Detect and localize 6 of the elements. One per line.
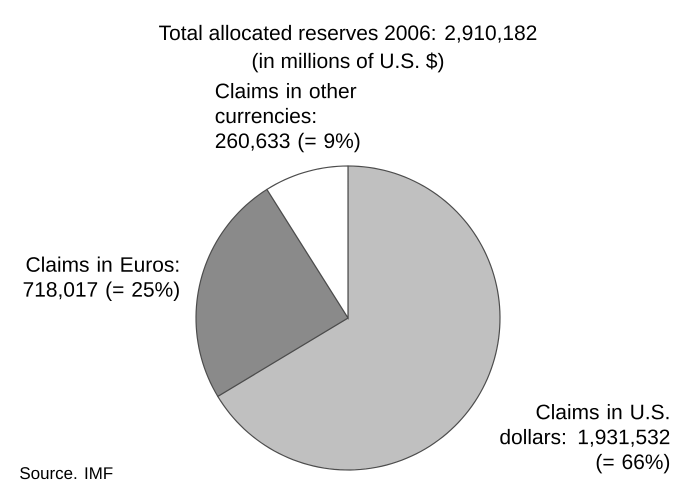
slice-label: Claims in other currencies: 260,633 (= 9%) — [216, 82, 360, 152]
slice-label: Claims in Euros: 718,017 (= 25%) — [24, 256, 179, 301]
source-note: Source. IMF — [20, 467, 112, 480]
slice-label: Claims in U.S. dollars: 1,931,532 (= 66%) — [500, 404, 670, 474]
chart-title: Total allocated reserves 2006: 2,910,182 — [159, 24, 536, 43]
chart-subtitle: (in millions of U.S. $) — [252, 52, 444, 72]
